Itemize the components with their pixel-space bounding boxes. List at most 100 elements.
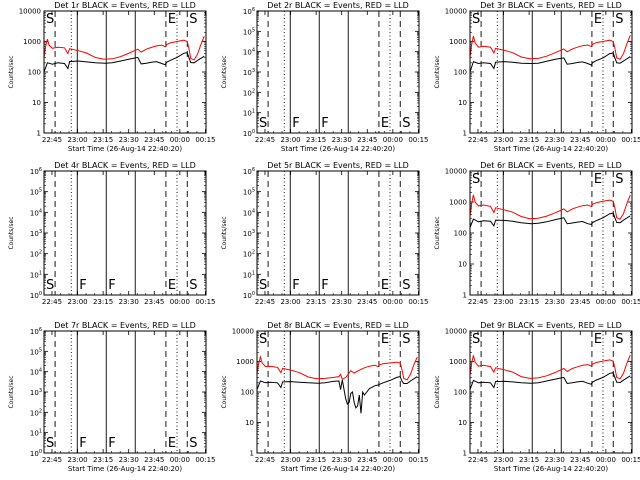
y-tick-label: 101 (30, 270, 42, 279)
x-tick-label: 22:45 (468, 298, 488, 306)
y-axis-label: Counts/sec (8, 216, 15, 249)
x-tick-label: 00:00 (170, 298, 190, 306)
x-tick-label: 23:00 (67, 298, 87, 306)
marker-label: S (472, 332, 480, 347)
x-tick-label: 23:30 (545, 298, 565, 306)
y-tick-label: 10000 (232, 328, 254, 336)
series-events-line (43, 52, 205, 73)
y-tick-label: 104 (243, 48, 255, 57)
y-tick-label: 104 (243, 208, 255, 217)
marker-label: S (615, 332, 623, 347)
y-tick-label: 100 (243, 129, 255, 138)
x-tick-label: 22:45 (255, 136, 275, 144)
x-tick-label: 00:15 (621, 456, 640, 464)
x-tick-label: 23:30 (119, 456, 139, 464)
det-panel-2: Det 2r BLACK = Events, RED = LLD Counts/s… (221, 1, 429, 153)
x-tick-label: 00:00 (596, 456, 616, 464)
x-axis-label: Start Time (26-Aug-14 22:40:20) (281, 145, 395, 153)
x-tick-label: 23:45 (357, 298, 377, 306)
marker-label: S (46, 278, 54, 293)
series-lld-line (256, 355, 418, 381)
y-axis-label: Counts/sec (434, 216, 441, 249)
y-tick-label: 1000 (236, 358, 254, 366)
det-panel-3: Det 3r BLACK = Events, RED = LLD Counts/s… (434, 1, 640, 153)
panel-title: Det 1r BLACK = Events, RED = LLD (54, 1, 196, 10)
y-tick-label: 105 (30, 347, 42, 356)
marker-label: S (615, 12, 623, 27)
x-tick-label: 23:15 (93, 298, 113, 306)
y-tick-label: 10000 (445, 328, 467, 336)
y-tick-label: 100 (30, 449, 42, 458)
panel-title: Det 4r BLACK = Events, RED = LLD (54, 161, 196, 170)
x-tick-label: 22:45 (468, 456, 488, 464)
x-tick-label: 22:45 (42, 136, 62, 144)
y-tick-label: 106 (243, 167, 255, 176)
det-panel-4: Det 4r BLACK = Events, RED = LLD Counts/s… (8, 161, 216, 306)
panel-title: Det 7r BLACK = Events, RED = LLD (54, 321, 196, 330)
y-tick-label: 1 (463, 292, 467, 300)
panel-title: Det 9r BLACK = Events, RED = LLD (480, 321, 622, 330)
x-tick-label: 00:15 (408, 298, 428, 306)
panel-title: Det 3r BLACK = Events, RED = LLD (480, 1, 622, 10)
panel-title: Det 6r BLACK = Events, RED = LLD (480, 161, 622, 170)
y-tick-label: 10000 (445, 8, 467, 16)
y-tick-label: 10 (458, 99, 467, 107)
y-tick-label: 101 (243, 109, 255, 118)
y-tick-label: 1 (463, 130, 467, 138)
y-axis-label: Counts/sec (434, 375, 441, 408)
x-tick-label: 00:00 (170, 136, 190, 144)
y-tick-label: 100 (28, 69, 41, 77)
x-tick-label: 00:00 (383, 136, 403, 144)
marker-label: E (381, 278, 389, 293)
y-tick-label: 101 (243, 270, 255, 279)
marker-label: F (108, 278, 115, 293)
y-axis-label: Counts/sec (221, 375, 228, 408)
x-tick-label: 23:45 (144, 456, 164, 464)
y-tick-label: 1 (37, 130, 41, 138)
y-tick-label: 102 (30, 408, 42, 417)
x-tick-label: 00:15 (621, 298, 640, 306)
series-lld-line (469, 35, 631, 60)
marker-label: F (79, 436, 86, 451)
x-tick-label: 23:00 (67, 136, 87, 144)
marker-label: S (189, 12, 197, 27)
y-tick-label: 105 (243, 27, 255, 36)
x-tick-label: 23:00 (280, 456, 300, 464)
x-tick-label: 23:45 (357, 456, 377, 464)
x-tick-label: 23:15 (93, 456, 113, 464)
plot-frame (256, 170, 420, 296)
y-tick-label: 103 (243, 229, 255, 238)
y-tick-label: 104 (30, 208, 42, 217)
det-panel-8: Det 8r BLACK = Events, RED = LLD Counts/s… (221, 321, 429, 473)
marker-label: S (615, 172, 623, 187)
panel-title: Det 5r BLACK = Events, RED = LLD (267, 161, 409, 170)
y-tick-label: 1000 (449, 38, 467, 46)
y-tick-label: 1000 (23, 38, 41, 46)
marker-label: F (292, 278, 299, 293)
marker-label: E (168, 278, 176, 293)
series-lld-line (43, 35, 205, 61)
marker-label: S (259, 116, 267, 131)
marker-label: E (168, 436, 176, 451)
y-tick-label: 101 (30, 429, 42, 438)
y-tick-label: 1000 (449, 199, 467, 207)
y-tick-label: 100 (454, 69, 467, 77)
marker-label: F (79, 278, 86, 293)
plot-frame (43, 330, 207, 454)
marker-label: E (594, 332, 602, 347)
marker-label: S (189, 436, 197, 451)
plot-frame (43, 170, 207, 296)
det-panel-7: Det 7r BLACK = Events, RED = LLD Counts/s… (8, 321, 216, 473)
x-tick-label: 23:15 (306, 136, 326, 144)
y-tick-label: 106 (30, 167, 42, 176)
y-tick-label: 106 (30, 327, 42, 336)
y-axis-label: Counts/sec (221, 55, 228, 88)
x-tick-label: 22:45 (255, 298, 275, 306)
marker-label: S (402, 332, 410, 347)
marker-label: S (402, 116, 410, 131)
marker-label: S (46, 436, 54, 451)
marker-label: E (594, 172, 602, 187)
x-tick-label: 23:30 (332, 456, 352, 464)
y-axis-label: Counts/sec (221, 216, 228, 249)
x-tick-label: 23:00 (493, 136, 513, 144)
